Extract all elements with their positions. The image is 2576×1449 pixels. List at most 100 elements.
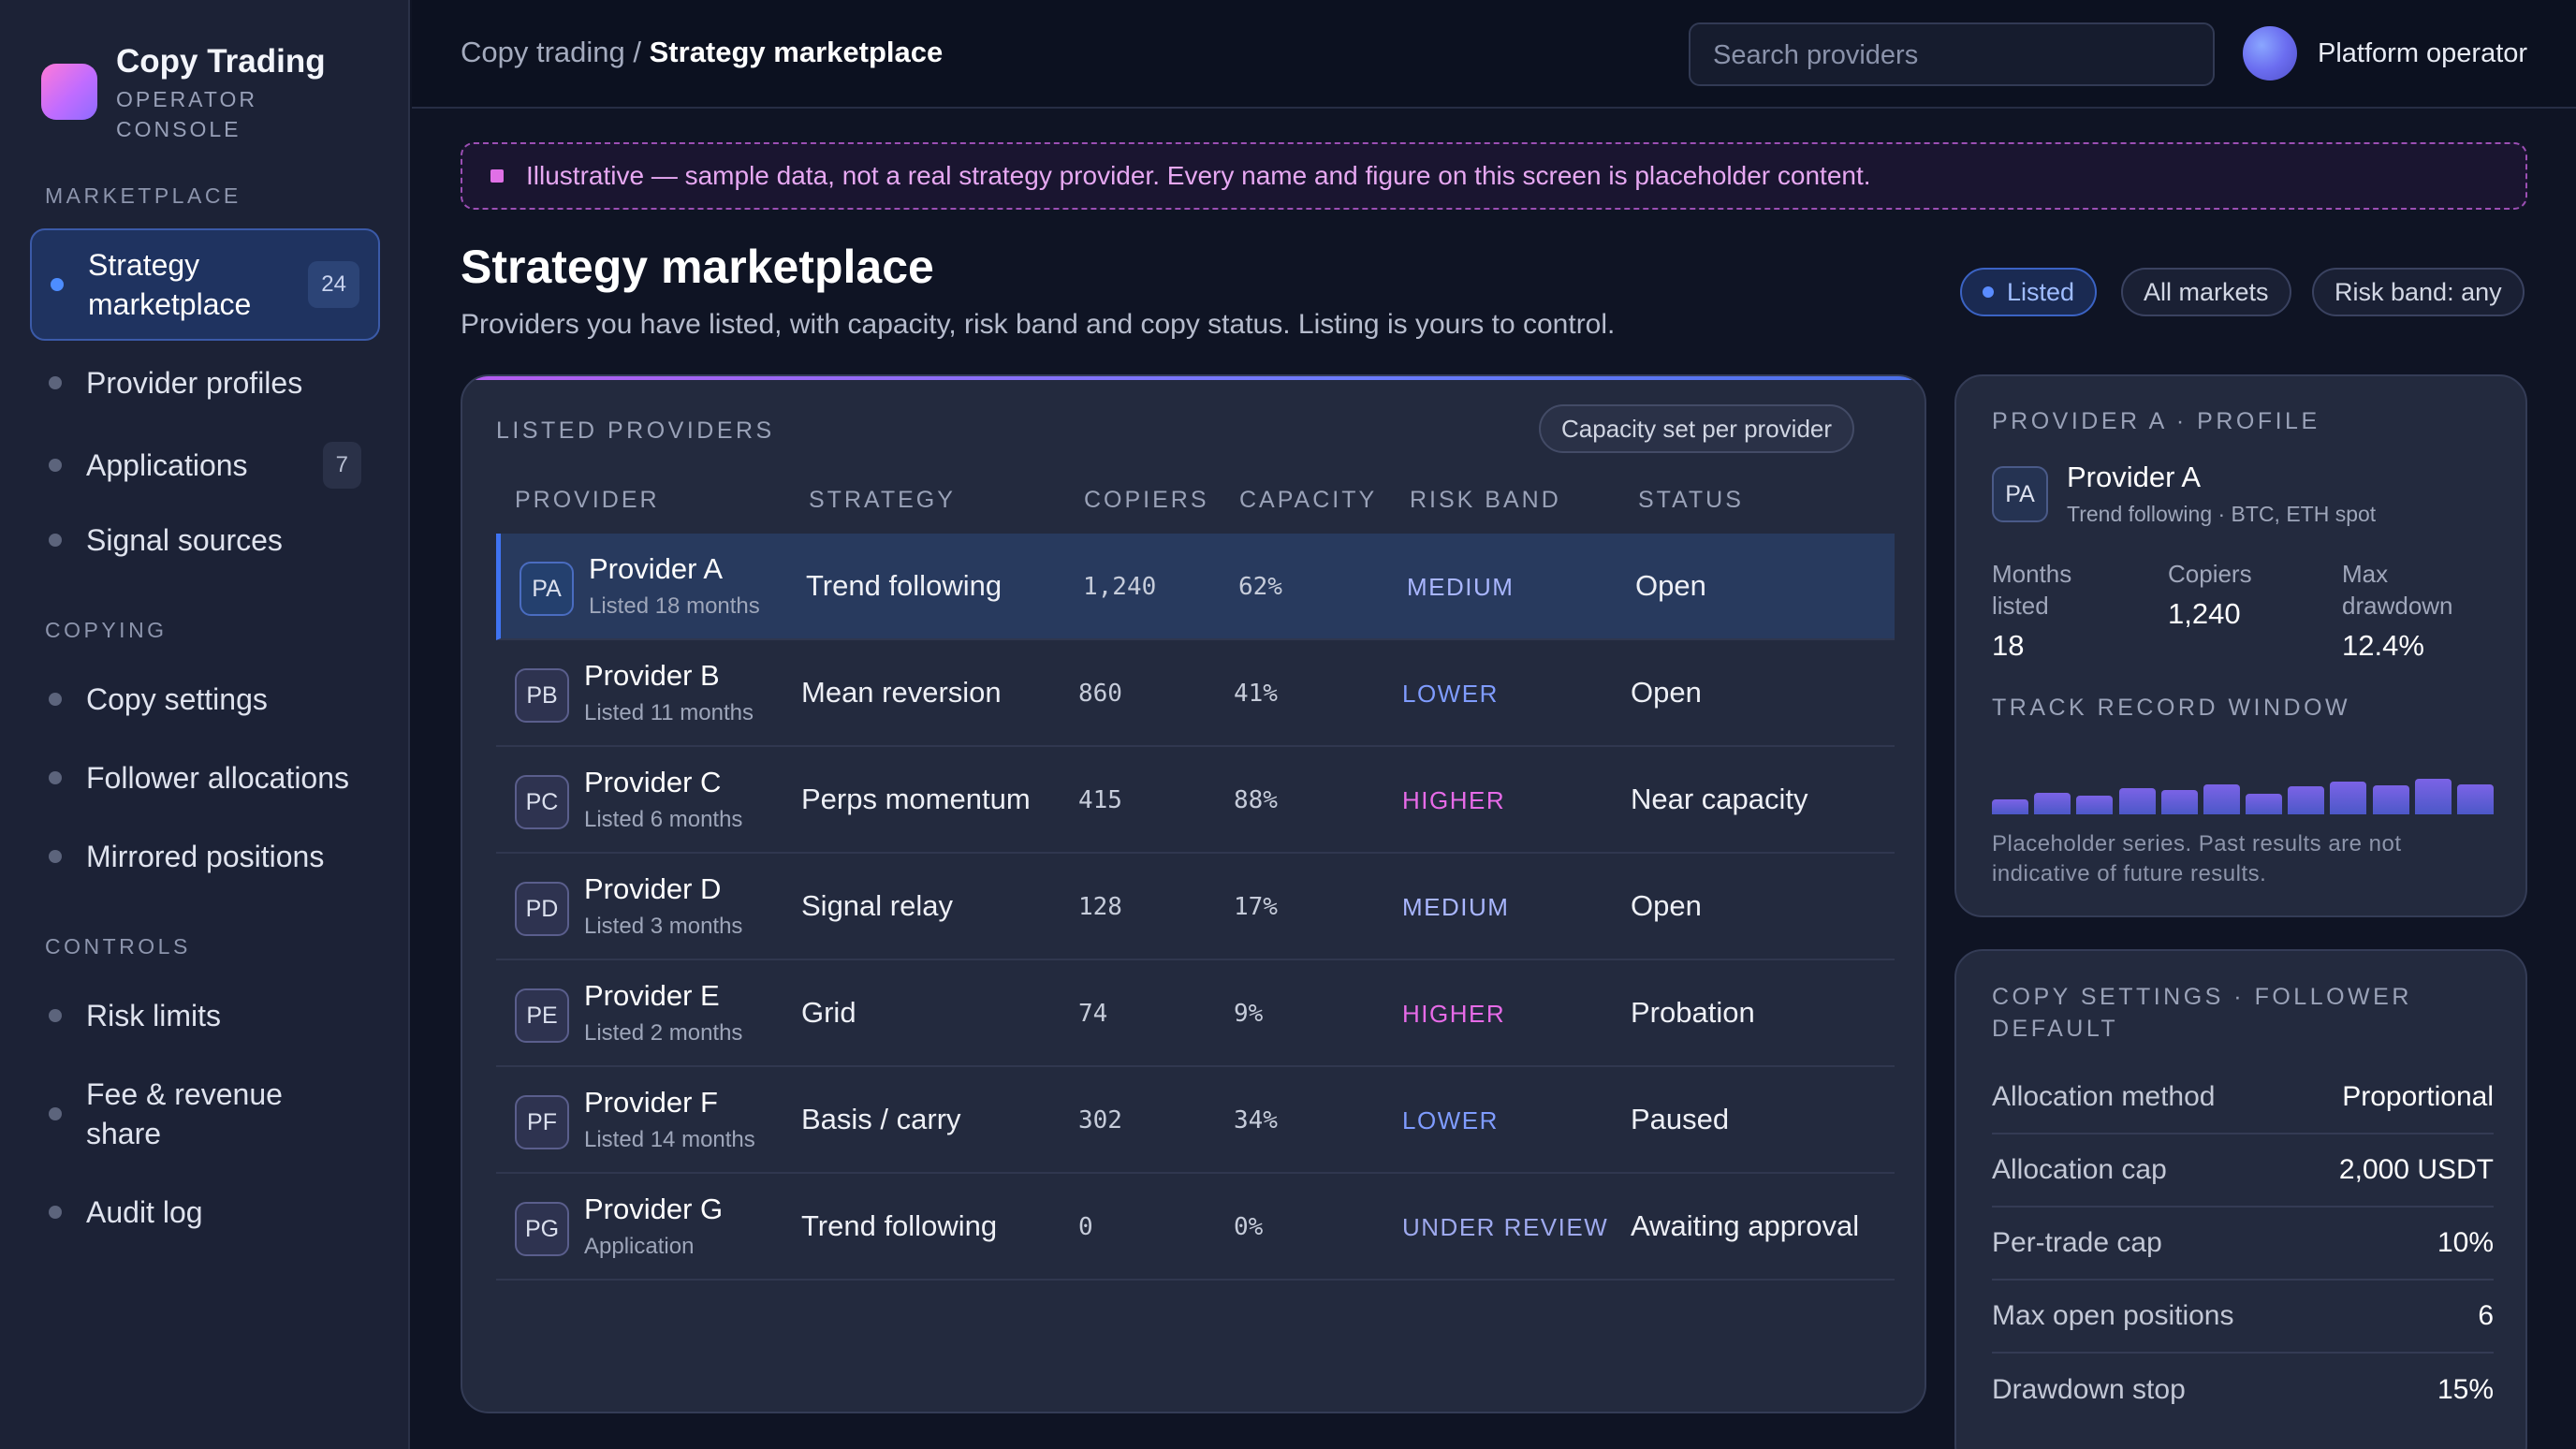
table-row[interactable]: PA Provider A Listed 18 months Trend fol… bbox=[496, 534, 1895, 640]
copy-settings-panel: COPY SETTINGS · FOLLOWER DEFAULT Allocat… bbox=[1954, 949, 2527, 1449]
filter-chip-label: Listed bbox=[2007, 277, 2075, 306]
capacity-chip[interactable]: Capacity set per provider bbox=[1539, 404, 1855, 453]
stat-label-line: Months bbox=[1992, 560, 2072, 588]
sidebar-item-label: Strategy marketplace bbox=[88, 248, 252, 321]
provider-avatar: PC bbox=[515, 775, 569, 829]
sidebar-item-label: Audit log bbox=[86, 1195, 203, 1229]
capacity-cell: 17% bbox=[1234, 893, 1278, 921]
filter-chip-listed[interactable]: Listed bbox=[1960, 268, 2098, 316]
sidebar-item-applications[interactable]: Applications 7 bbox=[30, 442, 380, 489]
strategy-cell: Trend following bbox=[801, 1209, 998, 1242]
breadcrumb: Copy trading / Strategy marketplace bbox=[461, 36, 943, 69]
panel-accent-line bbox=[462, 376, 1925, 380]
track-record-caption: TRACK RECORD WINDOW bbox=[1992, 695, 2351, 721]
sidebar-item-risk-limits[interactable]: Risk limits bbox=[30, 996, 380, 1035]
stat-label-max-drawdown: Max drawdown bbox=[2342, 558, 2453, 622]
table-row[interactable]: PB Provider B Listed 11 months Mean reve… bbox=[496, 640, 1895, 747]
provider-listed: Listed 14 months bbox=[584, 1127, 755, 1152]
provider-name: Provider A bbox=[2067, 461, 2202, 493]
listed-providers-panel: LISTED PROVIDERS Capacity set per provid… bbox=[461, 374, 1926, 1413]
provider-listed: Application bbox=[584, 1234, 695, 1259]
setting-row[interactable]: Allocation method Proportional bbox=[1992, 1061, 2494, 1134]
status-cell: Near capacity bbox=[1631, 783, 1808, 815]
risk-band-cell: LOWER bbox=[1402, 680, 1499, 708]
sidebar-item-follower-allocations[interactable]: Follower allocations bbox=[30, 758, 380, 798]
count-badge: 7 bbox=[322, 442, 361, 489]
sidebar-item-audit-log[interactable]: Audit log bbox=[30, 1193, 380, 1232]
stat-label-line: drawdown bbox=[2342, 592, 2453, 620]
page-title: Strategy marketplace bbox=[461, 241, 934, 293]
search-input[interactable]: Search providers bbox=[1689, 22, 2215, 86]
stat-label-line: Max bbox=[2342, 560, 2389, 588]
table-row[interactable]: PC Provider C Listed 6 months Perps mome… bbox=[496, 747, 1895, 854]
nav-section-controls: CONTROLS bbox=[45, 934, 191, 959]
sidebar-item-copy-settings[interactable]: Copy settings bbox=[30, 680, 380, 719]
setting-value: 6 bbox=[2478, 1300, 2494, 1331]
status-cell: Open bbox=[1635, 569, 1706, 602]
column-header-status[interactable]: STATUS bbox=[1638, 487, 1744, 513]
sidebar-item-label: Follower allocations bbox=[86, 761, 350, 795]
strategy-cell: Perps momentum bbox=[801, 783, 1031, 815]
user-menu[interactable]: Platform operator bbox=[2243, 26, 2527, 80]
status-cell: Open bbox=[1631, 889, 1702, 922]
track-record-bar bbox=[2372, 785, 2409, 814]
sidebar-item-label: Provider profiles bbox=[86, 366, 303, 400]
column-header-risk-band[interactable]: RISK BAND bbox=[1410, 487, 1561, 513]
column-header-strategy[interactable]: STRATEGY bbox=[809, 487, 956, 513]
risk-band-cell: HIGHER bbox=[1402, 1000, 1506, 1028]
sidebar-item-provider-profiles[interactable]: Provider profiles bbox=[30, 363, 380, 402]
brand-subtitle-line-2: CONSOLE bbox=[116, 117, 242, 141]
setting-row[interactable]: Allocation cap 2,000 USDT bbox=[1992, 1134, 2494, 1208]
sidebar-item-signal-sources[interactable]: Signal sources bbox=[30, 520, 380, 560]
setting-row[interactable]: Max open positions 6 bbox=[1992, 1281, 2494, 1354]
stat-label-line: listed bbox=[1992, 592, 2049, 620]
search-placeholder: Search providers bbox=[1713, 40, 1919, 70]
bullet-icon bbox=[49, 771, 62, 784]
setting-row[interactable]: Per-trade cap 10% bbox=[1992, 1208, 2494, 1281]
sidebar-item-label: Copy settings bbox=[86, 682, 268, 716]
copiers-cell: 302 bbox=[1078, 1106, 1122, 1134]
risk-band-cell: MEDIUM bbox=[1402, 893, 1510, 921]
track-record-bar bbox=[2246, 794, 2283, 814]
active-dot-icon bbox=[1983, 286, 1994, 298]
stat-label-copiers: Copiers bbox=[2168, 558, 2252, 590]
provider-avatar: PA bbox=[520, 562, 574, 616]
copiers-cell: 415 bbox=[1078, 786, 1122, 814]
setting-row[interactable]: Drawdown stop 15% bbox=[1992, 1354, 2494, 1427]
stat-label-months-listed: Months listed bbox=[1992, 558, 2071, 622]
setting-value: 2,000 USDT bbox=[2338, 1154, 2494, 1185]
table-row[interactable]: PG Provider G Application Trend followin… bbox=[496, 1174, 1895, 1281]
avatar bbox=[2243, 26, 2297, 80]
track-record-bar bbox=[2160, 790, 2198, 814]
copiers-cell: 860 bbox=[1078, 680, 1122, 708]
table-row[interactable]: PD Provider D Listed 3 months Signal rel… bbox=[496, 854, 1895, 960]
provider-name: Provider E bbox=[584, 979, 720, 1012]
breadcrumb-parent[interactable]: Copy trading bbox=[461, 36, 625, 68]
filter-chip-label: All markets bbox=[2144, 277, 2269, 306]
setting-key: Per-trade cap bbox=[1992, 1227, 2162, 1258]
setting-value: 15% bbox=[2437, 1374, 2494, 1405]
column-header-capacity[interactable]: CAPACITY bbox=[1239, 487, 1378, 513]
sidebar-item-fee-revenue-share[interactable]: Fee & revenue share bbox=[30, 1075, 380, 1153]
sidebar-item-label: Fee & revenue share bbox=[86, 1077, 283, 1150]
table-row[interactable]: PE Provider E Listed 2 months Grid 74 9%… bbox=[496, 960, 1895, 1067]
column-header-provider[interactable]: PROVIDER bbox=[515, 487, 660, 513]
track-record-bar bbox=[2414, 779, 2452, 814]
provider-avatar: PD bbox=[515, 882, 569, 936]
bullet-icon bbox=[49, 850, 62, 863]
filter-chip-risk-band[interactable]: Risk band: any bbox=[2312, 268, 2525, 316]
provider-name: Provider D bbox=[584, 872, 722, 905]
table-row[interactable]: PF Provider F Listed 14 months Basis / c… bbox=[496, 1067, 1895, 1174]
sidebar-item-mirrored-positions[interactable]: Mirrored positions bbox=[30, 837, 380, 876]
column-header-copiers[interactable]: COPIERS bbox=[1084, 487, 1209, 513]
brand-subtitle-line-1: OPERATOR bbox=[116, 87, 257, 111]
sidebar-item-strategy-marketplace[interactable]: Strategy marketplace 24 bbox=[30, 228, 380, 341]
brand[interactable]: Copy Trading OPERATOR CONSOLE bbox=[41, 43, 326, 144]
sidebar: Copy Trading OPERATOR CONSOLE MARKETPLAC… bbox=[0, 0, 410, 1449]
panel-caption: LISTED PROVIDERS bbox=[496, 417, 775, 444]
strategy-cell: Basis / carry bbox=[801, 1103, 961, 1135]
filter-chip-markets[interactable]: All markets bbox=[2121, 268, 2291, 316]
strategy-cell: Signal relay bbox=[801, 889, 953, 922]
panel-caption: PROVIDER A · PROFILE bbox=[1992, 408, 2320, 434]
track-record-chart bbox=[1992, 749, 2494, 814]
